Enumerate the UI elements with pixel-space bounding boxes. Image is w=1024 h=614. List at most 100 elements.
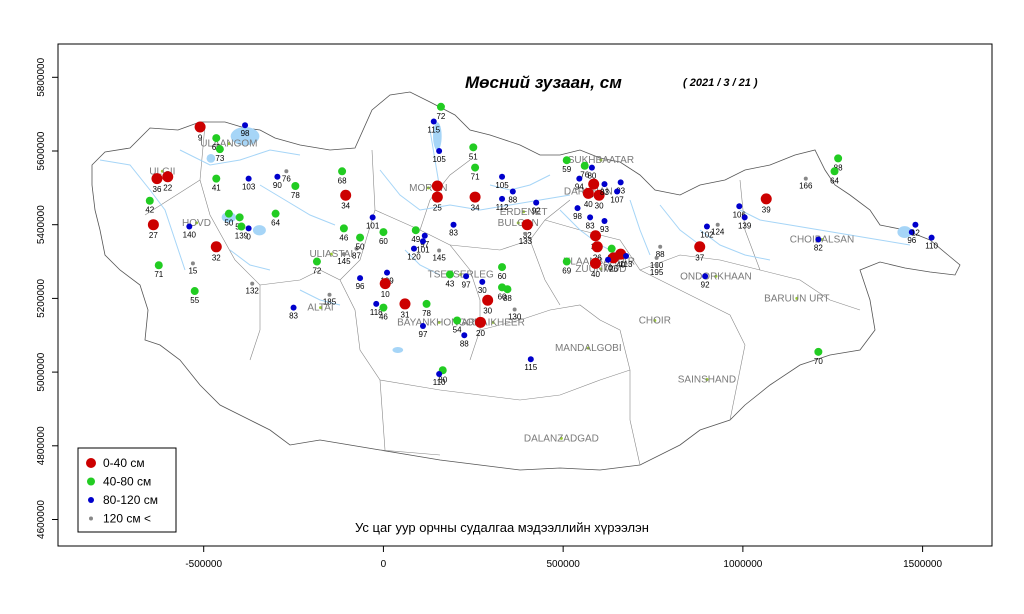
station-value: 110 [925,242,938,251]
station-value: 60 [498,272,507,281]
station-marker [356,233,365,242]
legend: 0-40 см 40-80 см 80-120 см 120 см < [77,447,177,533]
city-marker [586,346,590,350]
station-value: 101 [366,221,380,230]
station-marker [210,241,222,253]
station-marker [588,178,600,190]
station-value: 40 [616,261,625,270]
station-marker [741,214,748,221]
station-marker [354,246,359,251]
station-marker [562,156,571,165]
station-marker [327,292,332,297]
station-marker [431,191,443,203]
station-marker [399,298,411,310]
city-marker [437,320,441,324]
station-value: 71 [154,270,163,279]
station-value: 92 [532,207,541,216]
city-label: TSETSERLEG [428,269,494,280]
station-marker [145,196,154,205]
plot-frame [57,43,993,547]
y-tick-label: 4800000 [36,426,47,465]
station-marker [587,214,594,221]
station-marker [463,273,470,280]
station-value: 93 [600,225,609,234]
station-value: 139 [235,232,249,241]
station-value: 92 [701,280,710,289]
station-value: 26 [609,264,618,273]
station-value: 32 [523,231,532,240]
lake [897,226,912,238]
station-marker [469,191,481,203]
station-value: 40 [591,270,600,279]
station-value: 42 [145,206,154,215]
station-marker [340,189,352,201]
station-value: 40 [584,200,593,209]
station-value: 22 [163,183,172,192]
station-value: 46 [379,313,388,322]
station-marker [162,171,174,183]
station-marker [147,219,159,231]
station-value: 9 [198,134,203,143]
city-label: BARUUN URT [764,293,829,304]
station-value: 50 [356,243,365,252]
station-marker [654,255,659,260]
station-marker [445,270,454,279]
city-label: SUKHBAATAR [568,155,634,166]
city-label: DALANZADGAD [524,433,599,444]
station-marker [503,285,512,294]
station-marker [338,167,347,176]
station-value: 30 [595,202,604,211]
city-marker [459,272,463,276]
y-tick-label: 5600000 [36,131,47,170]
station-marker [574,205,581,212]
station-value: 78 [291,191,300,200]
station-value: 88 [508,196,517,205]
lake [206,153,216,163]
rivers [99,129,911,306]
station-value: 96 [356,282,365,291]
station-value: 60 [379,237,388,246]
station-marker [590,257,602,269]
station-marker [245,175,252,182]
city-label: CHOIR [639,316,671,327]
city-marker [160,169,164,173]
station-value: 15 [188,266,197,275]
city-label: ALTAI [307,303,333,314]
station-marker [224,209,233,218]
station-marker [212,174,221,183]
station-marker [702,273,709,280]
station-marker [341,252,346,257]
x-tick-label: 1000000 [723,559,762,570]
city-marker [559,436,563,440]
station-marker [605,256,612,263]
station-value: 107 [610,196,624,205]
station-value: 124 [711,228,725,237]
station-value: 88 [503,294,512,303]
station-value: 41 [212,184,221,193]
y-tick-label: 4600000 [36,500,47,539]
station-value: 39 [762,205,771,214]
y-tick-label: 5000000 [36,352,47,391]
city-marker [491,320,495,324]
station-marker [908,229,915,236]
legend-label: 0-40 см [103,456,145,470]
station-marker [419,238,426,245]
station-value: 113 [620,260,633,269]
station-value: 98 [241,129,250,138]
station-value: 166 [799,182,813,191]
station-value: 32 [212,253,221,262]
station-value: 133 [519,237,533,246]
station-value: 0 [246,232,251,241]
station-marker [527,356,534,363]
station-marker [215,145,224,154]
station-marker [591,241,603,253]
station-marker [242,122,249,129]
station-marker [512,307,517,312]
station-marker [593,189,605,201]
station-value: 26 [593,253,602,262]
station-value: 83 [586,221,595,230]
city-marker [516,221,520,225]
station-marker [245,225,252,232]
station-value: 185 [323,298,337,307]
legend-label: 120 см < [103,512,151,526]
